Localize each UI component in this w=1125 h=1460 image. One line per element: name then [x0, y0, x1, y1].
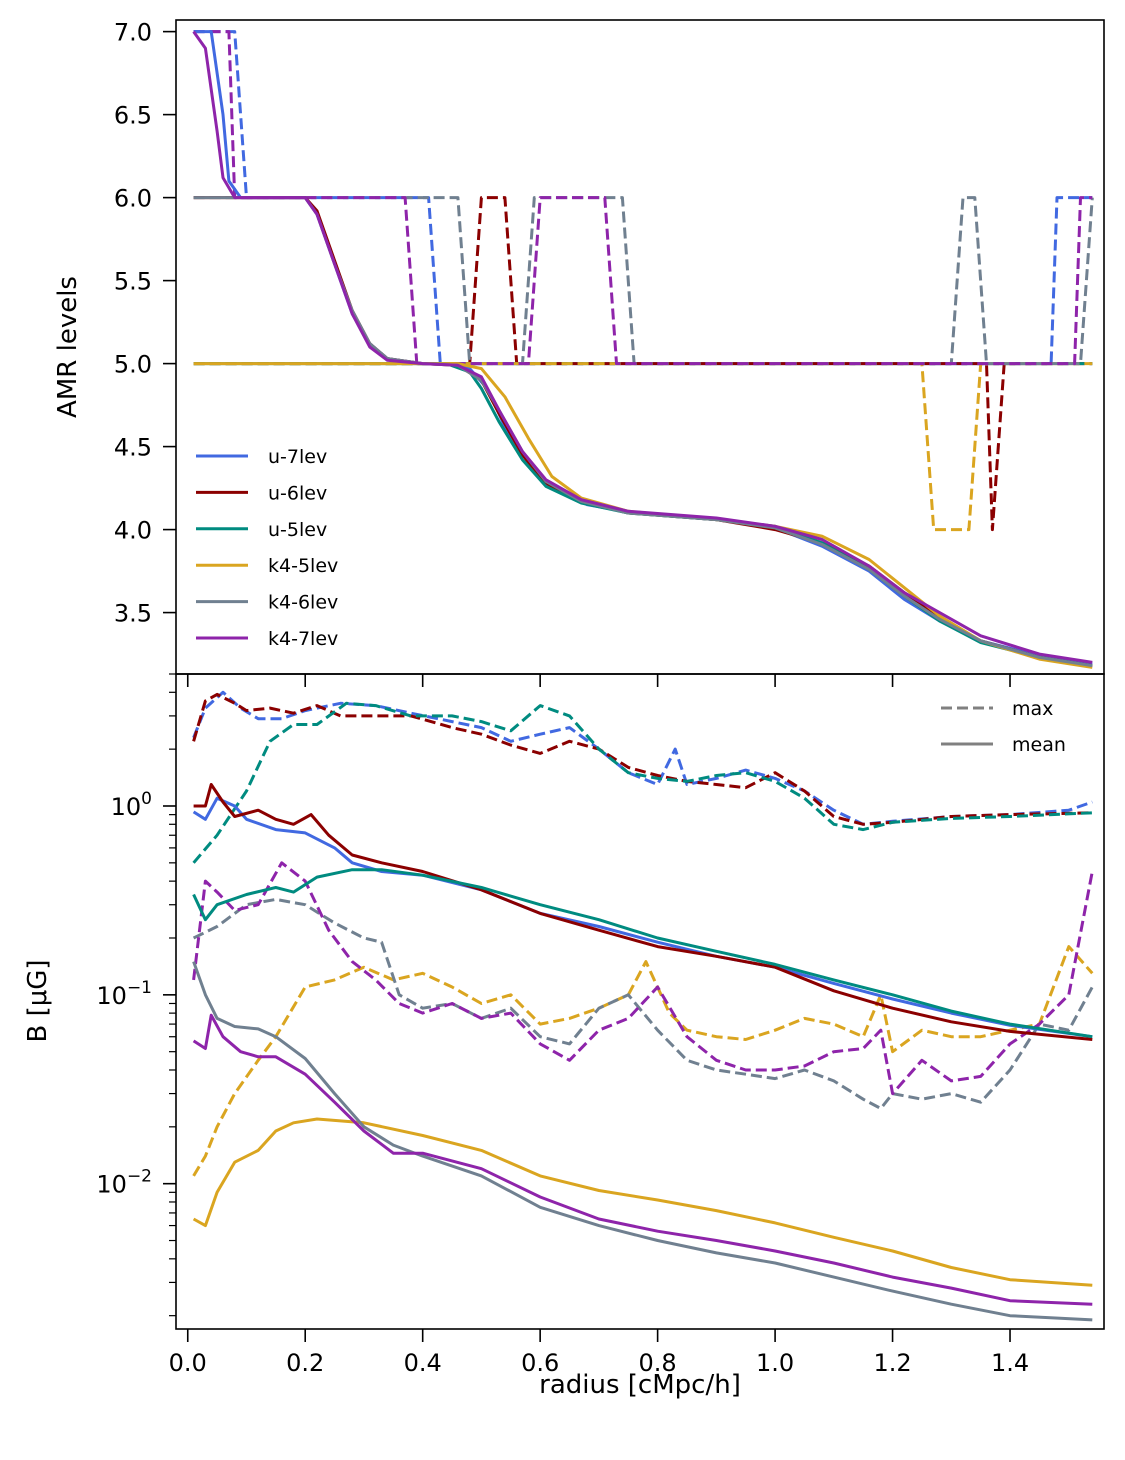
bfield-series-u-6lev-mean [193, 783, 1093, 1041]
amr-levels-panel: 3.5 4.0 4.5 5.0 5.5 6.0 6.5 7.0 AMR levels u-7l… [53, 19, 1105, 687]
bfield-series-u-6lev-max [192, 692, 1093, 826]
amr-series-k4-7lev [192, 30, 1093, 664]
bfield-x-tick-label: 1.2 [873, 1349, 911, 1377]
legend-label-u-7lev: u-7lev [268, 446, 327, 468]
bfield-x-tick-label: 0.2 [286, 1349, 324, 1377]
bfield-x-tick-label: 0.6 [521, 1349, 559, 1377]
x-axis-label: radius [cMpc/h] [539, 1370, 741, 1400]
amr-series-k4-7lev-max [193, 30, 1093, 366]
bfield-series-k4-7lev-mean [192, 1013, 1093, 1306]
bfield-x-tick-label: 1.4 [991, 1349, 1029, 1377]
legend-label-u-5lev: u-5lev [268, 519, 327, 541]
bfield-y-tick-label: 100 [111, 789, 152, 821]
magnetic-field-x-ticks: 0.0 0.2 0.4 0.6 0.8 1.0 1.2 1.4 [169, 1329, 1029, 1377]
amr-y-tick-label: 7.0 [114, 19, 152, 47]
amr-y-tick-label: 6.0 [114, 185, 152, 213]
magnetic-field-panel: 10−2 10−1 100 0.0 0.2 0.4 0.6 0.8 1.0 1.2 1.4 B [… [23, 673, 1105, 1400]
magnetic-field-lines [192, 690, 1094, 1322]
magnetic-field-y-label: B [μG] [23, 959, 53, 1042]
bfield-series-k4-5lev-mean [192, 1117, 1093, 1287]
statistic-legend: max mean [941, 698, 1066, 756]
bfield-series-u-7lev-max [192, 690, 1093, 826]
legend-label-k4-6lev: k4-6lev [268, 592, 338, 614]
amr-levels-x-ticks [186, 674, 1011, 687]
amr-y-tick-label: 4.0 [114, 517, 152, 545]
amr-levels-y-label: AMR levels [53, 276, 83, 418]
amr-y-tick-label: 5.0 [114, 351, 152, 379]
legend-label-mean: mean [1012, 734, 1066, 756]
bfield-series-u-5lev-max [192, 701, 1093, 864]
amr-y-tick-label: 6.5 [114, 102, 152, 130]
amr-series-k4-5lev-max [193, 362, 1093, 532]
bfield-y-tick-label: 10−2 [96, 1167, 152, 1199]
bfield-x-tick-label: 0.8 [639, 1349, 677, 1377]
bfield-x-tick-label: 0.0 [169, 1349, 207, 1377]
amr-series-k4-6lev-max [193, 196, 1094, 366]
amr-y-tick-label: 5.5 [114, 268, 152, 296]
legend-label-k4-5lev: k4-5lev [268, 555, 338, 577]
amr-y-tick-label: 4.5 [114, 434, 152, 462]
bfield-series-k4-7lev-max [192, 861, 1094, 1096]
magnetic-field-frame [175, 673, 1105, 1330]
bfield-x-tick-label: 1.0 [756, 1349, 794, 1377]
bfield-x-tick-label: 0.4 [404, 1349, 442, 1377]
run-legend: u-7lev u-6lev u-5lev k4-5lev k4-6lev k4-7lev [196, 446, 338, 650]
bfield-series-k4-5lev-max [192, 945, 1094, 1177]
amr-levels-lines [192, 30, 1094, 669]
bfield-series-k4-6lev-mean [192, 961, 1093, 1322]
legend-label-max: max [1012, 698, 1053, 720]
legend-label-u-6lev: u-6lev [268, 482, 327, 504]
amr-levels-y-ticks: 3.5 4.0 4.5 5.0 5.5 6.0 6.5 7.0 [114, 19, 176, 628]
magnetic-field-y-ticks: 10−2 10−1 100 [96, 673, 176, 1317]
legend-label-k4-7lev: k4-7lev [268, 628, 338, 650]
bfield-y-tick-label: 10−1 [96, 978, 152, 1010]
bfield-series-u-5lev-mean [192, 868, 1093, 1039]
amr-y-tick-label: 3.5 [114, 600, 152, 628]
